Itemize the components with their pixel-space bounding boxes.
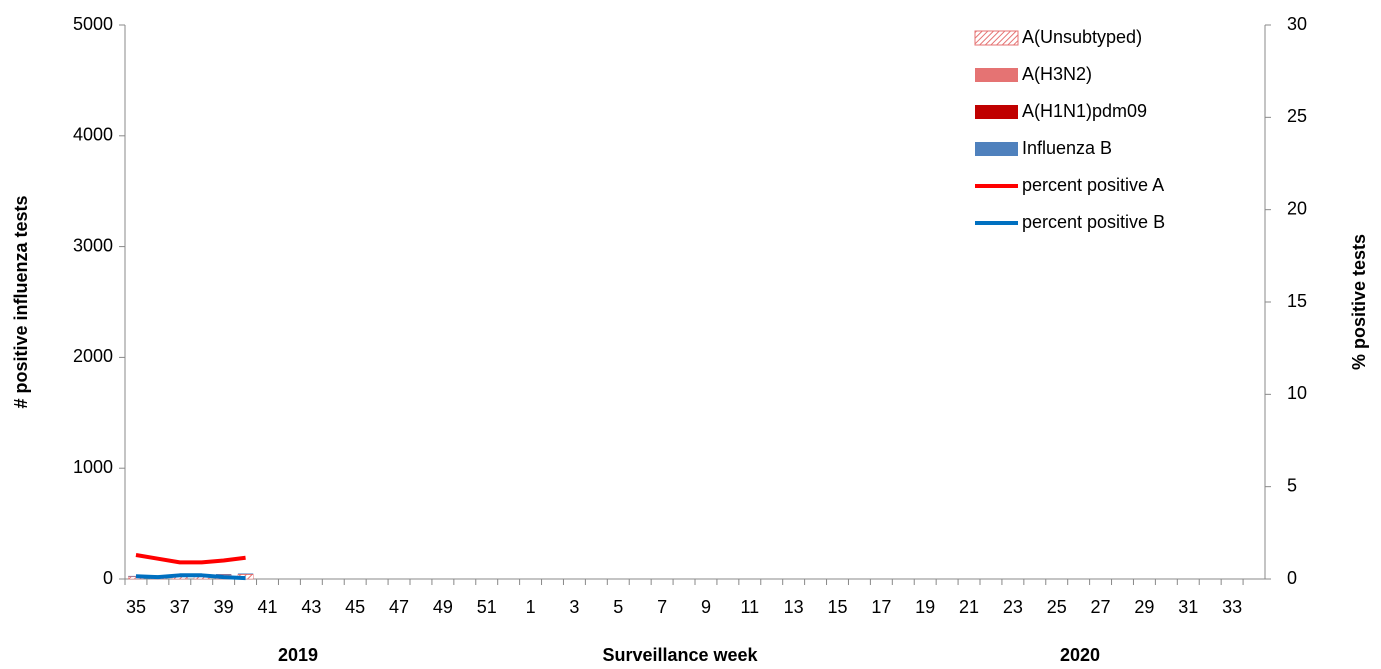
legend-label: percent positive A — [1022, 175, 1164, 195]
x-tick-label: 33 — [1222, 597, 1242, 617]
x-tick-label: 9 — [701, 597, 711, 617]
line — [135, 573, 246, 581]
x-tick-label: 47 — [389, 597, 409, 617]
legend-swatch — [975, 105, 1018, 119]
y-tick-label: 2000 — [73, 346, 113, 366]
y2-tick-label: 0 — [1287, 568, 1297, 588]
legend-swatch — [975, 68, 1018, 82]
legend-label: A(H3N2) — [1022, 64, 1092, 84]
line — [135, 553, 246, 565]
y-tick-label: 3000 — [73, 235, 113, 255]
legend-swatch — [975, 142, 1018, 156]
x-tick-label: 27 — [1091, 597, 1111, 617]
x-tick-label: 31 — [1178, 597, 1198, 617]
x-tick-label: 49 — [433, 597, 453, 617]
y2-tick-label: 5 — [1287, 475, 1297, 495]
y-tick-label: 1000 — [73, 457, 113, 477]
x-tick-label: 39 — [214, 597, 234, 617]
x-tick-label: 45 — [345, 597, 365, 617]
x-tick-label: 11 — [740, 597, 759, 617]
x-tick-label: 41 — [257, 597, 277, 617]
x-tick-label: 35 — [126, 597, 146, 617]
x-tick-label: 1 — [526, 597, 536, 617]
x-axis-label: Surveillance week — [602, 645, 758, 665]
y-tick-label: 5000 — [73, 14, 113, 34]
x-tick-label: 17 — [871, 597, 891, 617]
legend-label: A(Unsubtyped) — [1022, 27, 1142, 47]
x-tick-label: 21 — [959, 597, 979, 617]
y2-axis-label: % positive tests — [1349, 234, 1369, 370]
bar — [237, 573, 254, 575]
x-tick-label: 51 — [477, 597, 497, 617]
x-tick-label: 7 — [657, 597, 667, 617]
y-tick-label: 4000 — [73, 125, 113, 145]
x-tick-label: 15 — [827, 597, 847, 617]
legend-swatch — [974, 30, 1019, 46]
year-label: 2019 — [278, 645, 318, 665]
x-tick-label: 37 — [170, 597, 190, 617]
bar — [128, 575, 144, 577]
x-tick-label: 13 — [784, 597, 804, 617]
legend-label: A(H1N1)pdm09 — [1022, 101, 1147, 121]
y2-tick-label: 20 — [1287, 198, 1307, 218]
y2-tick-label: 25 — [1287, 106, 1307, 126]
x-tick-label: 43 — [301, 597, 321, 617]
y2-tick-label: 15 — [1287, 291, 1307, 311]
y2-tick-label: 10 — [1287, 383, 1307, 403]
legend-label: percent positive B — [1022, 212, 1165, 232]
year-label: 2020 — [1060, 645, 1100, 665]
y-axis-label: # positive influenza tests — [11, 195, 31, 408]
legend-label: Influenza B — [1022, 138, 1112, 158]
x-tick-label: 23 — [1003, 597, 1023, 617]
x-tick-label: 29 — [1134, 597, 1154, 617]
bar — [215, 574, 232, 575]
x-tick-label: 25 — [1047, 597, 1067, 617]
x-tick-label: 5 — [613, 597, 623, 617]
y2-tick-label: 30 — [1287, 14, 1307, 34]
x-tick-label: 3 — [569, 597, 579, 617]
y-tick-label: 0 — [103, 568, 113, 588]
x-tick-label: 19 — [915, 597, 935, 617]
